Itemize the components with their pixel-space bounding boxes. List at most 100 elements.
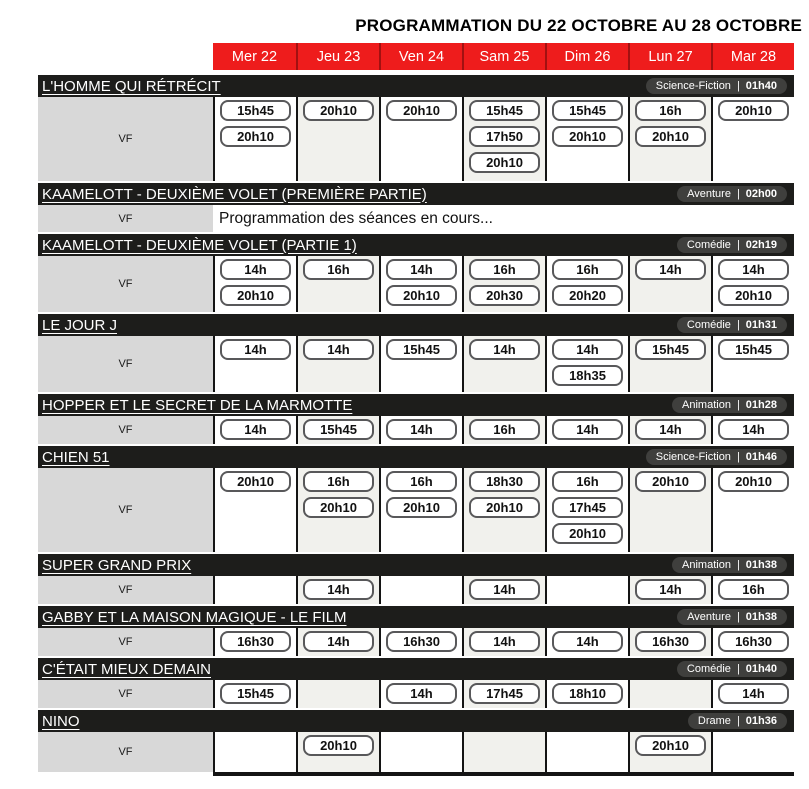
film-title-link[interactable]: KAAMELOTT - DEUXIÈME VOLET (PREMIÈRE PAR… [42, 185, 427, 203]
day-showtimes-cell [545, 576, 628, 604]
day-showtimes-cell: 20h10 [628, 732, 711, 772]
showtime-button[interactable]: 15h45 [718, 339, 789, 360]
showtime-button[interactable]: 16h [303, 259, 374, 280]
showtime-button[interactable]: 14h [635, 259, 706, 280]
showtime-button[interactable]: 20h10 [552, 126, 623, 147]
version-label: VF [38, 336, 213, 392]
showtime-button[interactable]: 17h50 [469, 126, 540, 147]
showtime-button[interactable]: 14h [635, 419, 706, 440]
showtime-button[interactable]: 14h [718, 683, 789, 704]
film-title-link[interactable]: LE JOUR J [42, 316, 118, 334]
showtime-button[interactable]: 16h [469, 419, 540, 440]
showtime-button[interactable]: 16h30 [220, 631, 291, 652]
showtime-button[interactable]: 20h10 [718, 285, 789, 306]
genre-duration-badge: Aventure | 01h38 [677, 609, 787, 625]
showtime-button[interactable]: 20h10 [469, 497, 540, 518]
showtime-button[interactable]: 16h30 [386, 631, 457, 652]
showtime-button[interactable]: 15h45 [469, 100, 540, 121]
showtime-button[interactable]: 16h [303, 471, 374, 492]
showtime-button[interactable]: 20h10 [469, 152, 540, 173]
showtime-button[interactable]: 20h10 [635, 126, 706, 147]
showtime-button[interactable]: 20h10 [718, 100, 789, 121]
day-showtimes-cell [462, 732, 545, 772]
showtime-button[interactable]: 14h [552, 631, 623, 652]
showtime-button[interactable]: 18h30 [469, 471, 540, 492]
showtime-button[interactable]: 20h10 [386, 497, 457, 518]
showtime-button[interactable]: 14h [386, 683, 457, 704]
showtime-button[interactable]: 20h10 [220, 285, 291, 306]
showtime-button[interactable]: 16h30 [718, 631, 789, 652]
showtime-button[interactable]: 16h [635, 100, 706, 121]
day-showtimes-cell [379, 732, 462, 772]
day-showtimes-cell: 16h30 [628, 628, 711, 656]
showtime-button[interactable]: 16h [552, 471, 623, 492]
showtime-button[interactable]: 15h45 [220, 683, 291, 704]
showtime-button[interactable]: 16h [386, 471, 457, 492]
showtime-button[interactable]: 17h45 [552, 497, 623, 518]
film-title-link[interactable]: GABBY ET LA MAISON MAGIQUE - LE FILM [42, 608, 347, 626]
film-duration: 02h19 [745, 239, 777, 251]
showtime-button[interactable]: 14h [386, 259, 457, 280]
film-duration: 02h00 [745, 188, 777, 200]
showtime-button[interactable]: 14h [220, 419, 291, 440]
showtime-button[interactable]: 20h10 [386, 100, 457, 121]
showtime-button[interactable]: 20h30 [469, 285, 540, 306]
showtime-button[interactable]: 15h45 [552, 100, 623, 121]
showtime-button[interactable]: 20h10 [635, 471, 706, 492]
showtime-button[interactable]: 17h45 [469, 683, 540, 704]
showtime-button[interactable]: 14h [303, 339, 374, 360]
showtime-button[interactable]: 15h45 [635, 339, 706, 360]
film-title-link[interactable]: L'HOMME QUI RÉTRÉCIT [42, 77, 221, 95]
film-genre: Animation [682, 559, 731, 571]
day-showtimes-cell: 15h45 17h50 20h10 [462, 97, 545, 181]
showtime-button[interactable]: 20h20 [552, 285, 623, 306]
badge-separator: | [736, 663, 740, 675]
showtime-button[interactable]: 14h [552, 339, 623, 360]
showtime-button[interactable]: 14h [635, 579, 706, 600]
showtime-button[interactable]: 20h10 [220, 126, 291, 147]
film-title-link[interactable]: C'ÉTAIT MIEUX DEMAIN [42, 660, 211, 678]
showtime-button[interactable]: 16h30 [635, 631, 706, 652]
day-showtimes-cell: 16h30 [711, 628, 794, 656]
day-header-cell: Jeu 23 [296, 43, 379, 70]
film-title-link[interactable]: CHIEN 51 [42, 448, 110, 466]
showtime-button[interactable]: 16h [718, 579, 789, 600]
showtime-button[interactable]: 20h10 [386, 285, 457, 306]
version-label: VF [38, 97, 213, 181]
showtime-button[interactable]: 14h [386, 419, 457, 440]
day-showtimes-cell: 14h [628, 416, 711, 444]
film-section: SUPER GRAND PRIX Animation | 01h38 VF 14h 14h 1… [38, 554, 794, 604]
showtime-button[interactable]: 15h45 [220, 100, 291, 121]
film-title-link[interactable]: NINO [42, 712, 80, 730]
showtime-button[interactable]: 20h10 [552, 523, 623, 544]
showtime-button[interactable]: 14h [718, 419, 789, 440]
showtime-button[interactable]: 18h10 [552, 683, 623, 704]
version-label: VF [38, 732, 213, 772]
showtime-button[interactable]: 14h [469, 339, 540, 360]
showtime-button[interactable]: 14h [718, 259, 789, 280]
showtime-button[interactable]: 14h [552, 419, 623, 440]
showtime-button[interactable]: 16h [469, 259, 540, 280]
showtime-button[interactable]: 14h [469, 579, 540, 600]
showtime-button[interactable]: 20h10 [718, 471, 789, 492]
showtime-button[interactable]: 14h [220, 339, 291, 360]
showtime-button[interactable]: 20h10 [303, 735, 374, 756]
showtime-button[interactable]: 14h [469, 631, 540, 652]
film-title-link[interactable]: KAAMELOTT - DEUXIÈME VOLET (PARTIE 1) [42, 236, 357, 254]
film-title-link[interactable]: SUPER GRAND PRIX [42, 556, 192, 574]
showtime-button[interactable]: 16h [552, 259, 623, 280]
showtime-button[interactable]: 14h [303, 631, 374, 652]
showtime-button[interactable]: 15h45 [386, 339, 457, 360]
showtime-button[interactable]: 20h10 [303, 497, 374, 518]
showtime-button[interactable]: 20h10 [220, 471, 291, 492]
film-duration: 01h40 [745, 80, 777, 92]
showtime-button[interactable]: 14h [220, 259, 291, 280]
showtime-button[interactable]: 15h45 [303, 419, 374, 440]
showtime-button[interactable]: 18h35 [552, 365, 623, 386]
badge-separator: | [736, 451, 740, 463]
showtime-button[interactable]: 20h10 [635, 735, 706, 756]
showtime-button[interactable]: 14h [303, 579, 374, 600]
film-duration: 01h31 [745, 319, 777, 331]
film-title-link[interactable]: HOPPER ET LE SECRET DE LA MARMOTTE [42, 396, 353, 414]
showtime-button[interactable]: 20h10 [303, 100, 374, 121]
